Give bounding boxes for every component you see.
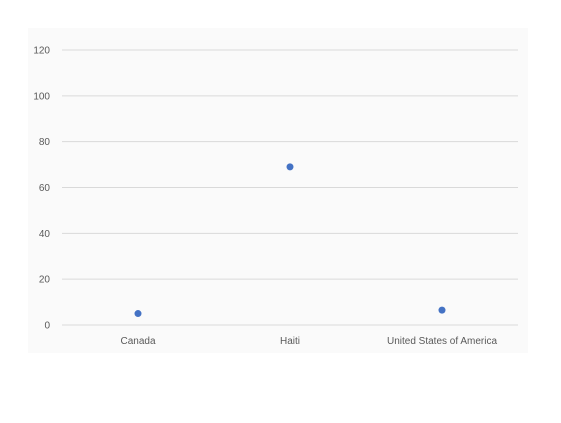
y-tick-label: 80: [39, 137, 51, 148]
y-tick-label: 100: [33, 91, 50, 102]
data-point-haiti: [286, 163, 294, 171]
x-tick-label: United States of America: [387, 336, 497, 347]
y-tick-label: 60: [39, 183, 51, 194]
y-tick-label: 40: [39, 229, 51, 240]
gridlines: [62, 49, 518, 326]
data-points: [134, 163, 446, 318]
y-tick-label: 20: [39, 275, 51, 286]
x-axis-tick-labels: Canada Haiti United States of America: [120, 336, 497, 347]
y-tick-label: 120: [33, 46, 50, 57]
y-axis-tick-labels: 0 20 40 60 80 100 120: [33, 46, 50, 332]
chart-area-background: [28, 28, 528, 353]
x-tick-label: Haiti: [280, 336, 300, 347]
x-tick-label: Canada: [120, 336, 155, 347]
data-point-united-states-of-america: [438, 306, 446, 314]
y-tick-label: 0: [44, 321, 50, 332]
data-point-canada: [134, 310, 142, 318]
